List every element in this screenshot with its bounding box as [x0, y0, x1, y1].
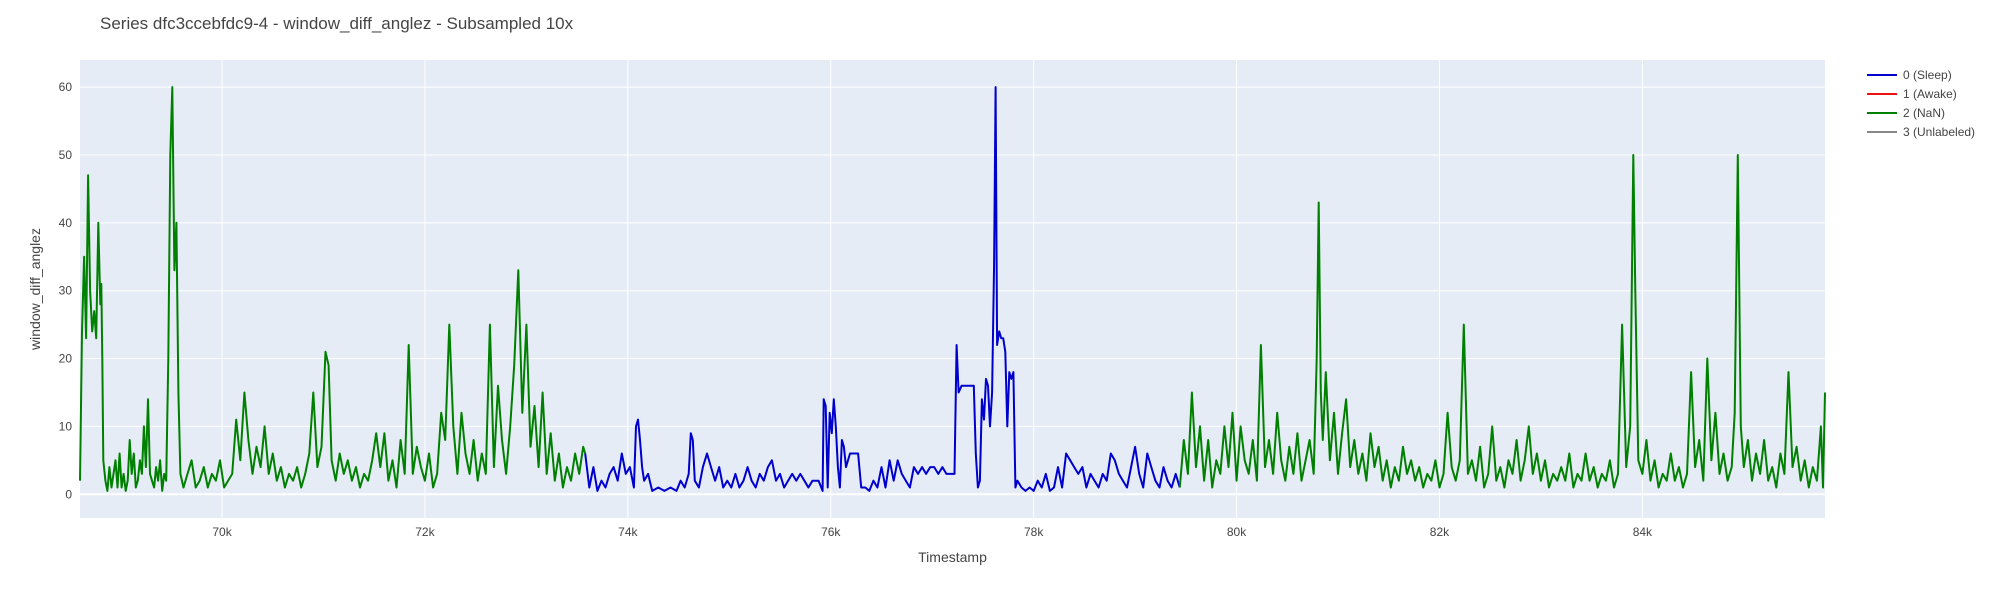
y-tick-label: 30 [59, 284, 73, 298]
y-tick-label: 0 [65, 487, 72, 501]
legend-label: 2 (NaN) [1903, 106, 1945, 120]
x-tick-label: 82k [1430, 525, 1450, 539]
legend: 0 (Sleep) 1 (Awake) 2 (NaN) 3 (Unlabeled) [1867, 68, 1975, 139]
y-tick-label: 10 [59, 419, 73, 433]
chart-title: Series dfc3ccebfdc9-4 - window_diff_angl… [100, 14, 574, 33]
x-axis-title: Timestamp [918, 549, 987, 565]
x-tick-label: 84k [1633, 525, 1653, 539]
x-tick-label: 72k [415, 525, 435, 539]
plot-area [80, 60, 1825, 518]
x-tick-label: 78k [1024, 525, 1044, 539]
y-tick-label: 40 [59, 216, 73, 230]
legend-label: 0 (Sleep) [1903, 68, 1952, 82]
series-line [1178, 154, 1826, 489]
y-axis-title: window_diff_anglez [27, 228, 43, 351]
legend-label: 3 (Unlabeled) [1903, 125, 1975, 139]
x-tick-label: 76k [821, 525, 841, 539]
x-tick-label: 74k [618, 525, 638, 539]
grid-lines [80, 60, 1825, 518]
x-tick-label: 80k [1227, 525, 1247, 539]
series-line [79, 86, 587, 492]
legend-label: 1 (Awake) [1903, 87, 1957, 101]
series-lines [79, 86, 1826, 492]
y-tick-label: 60 [59, 80, 73, 94]
series-line [584, 86, 1181, 492]
y-tick-label: 20 [59, 352, 73, 366]
y-tick-label: 50 [59, 148, 73, 162]
axis-ticks: 0 10 20 30 40 50 60 70k 72k 74k 76k 78k 80k 82k 84k [59, 80, 1653, 539]
x-tick-label: 70k [212, 525, 232, 539]
